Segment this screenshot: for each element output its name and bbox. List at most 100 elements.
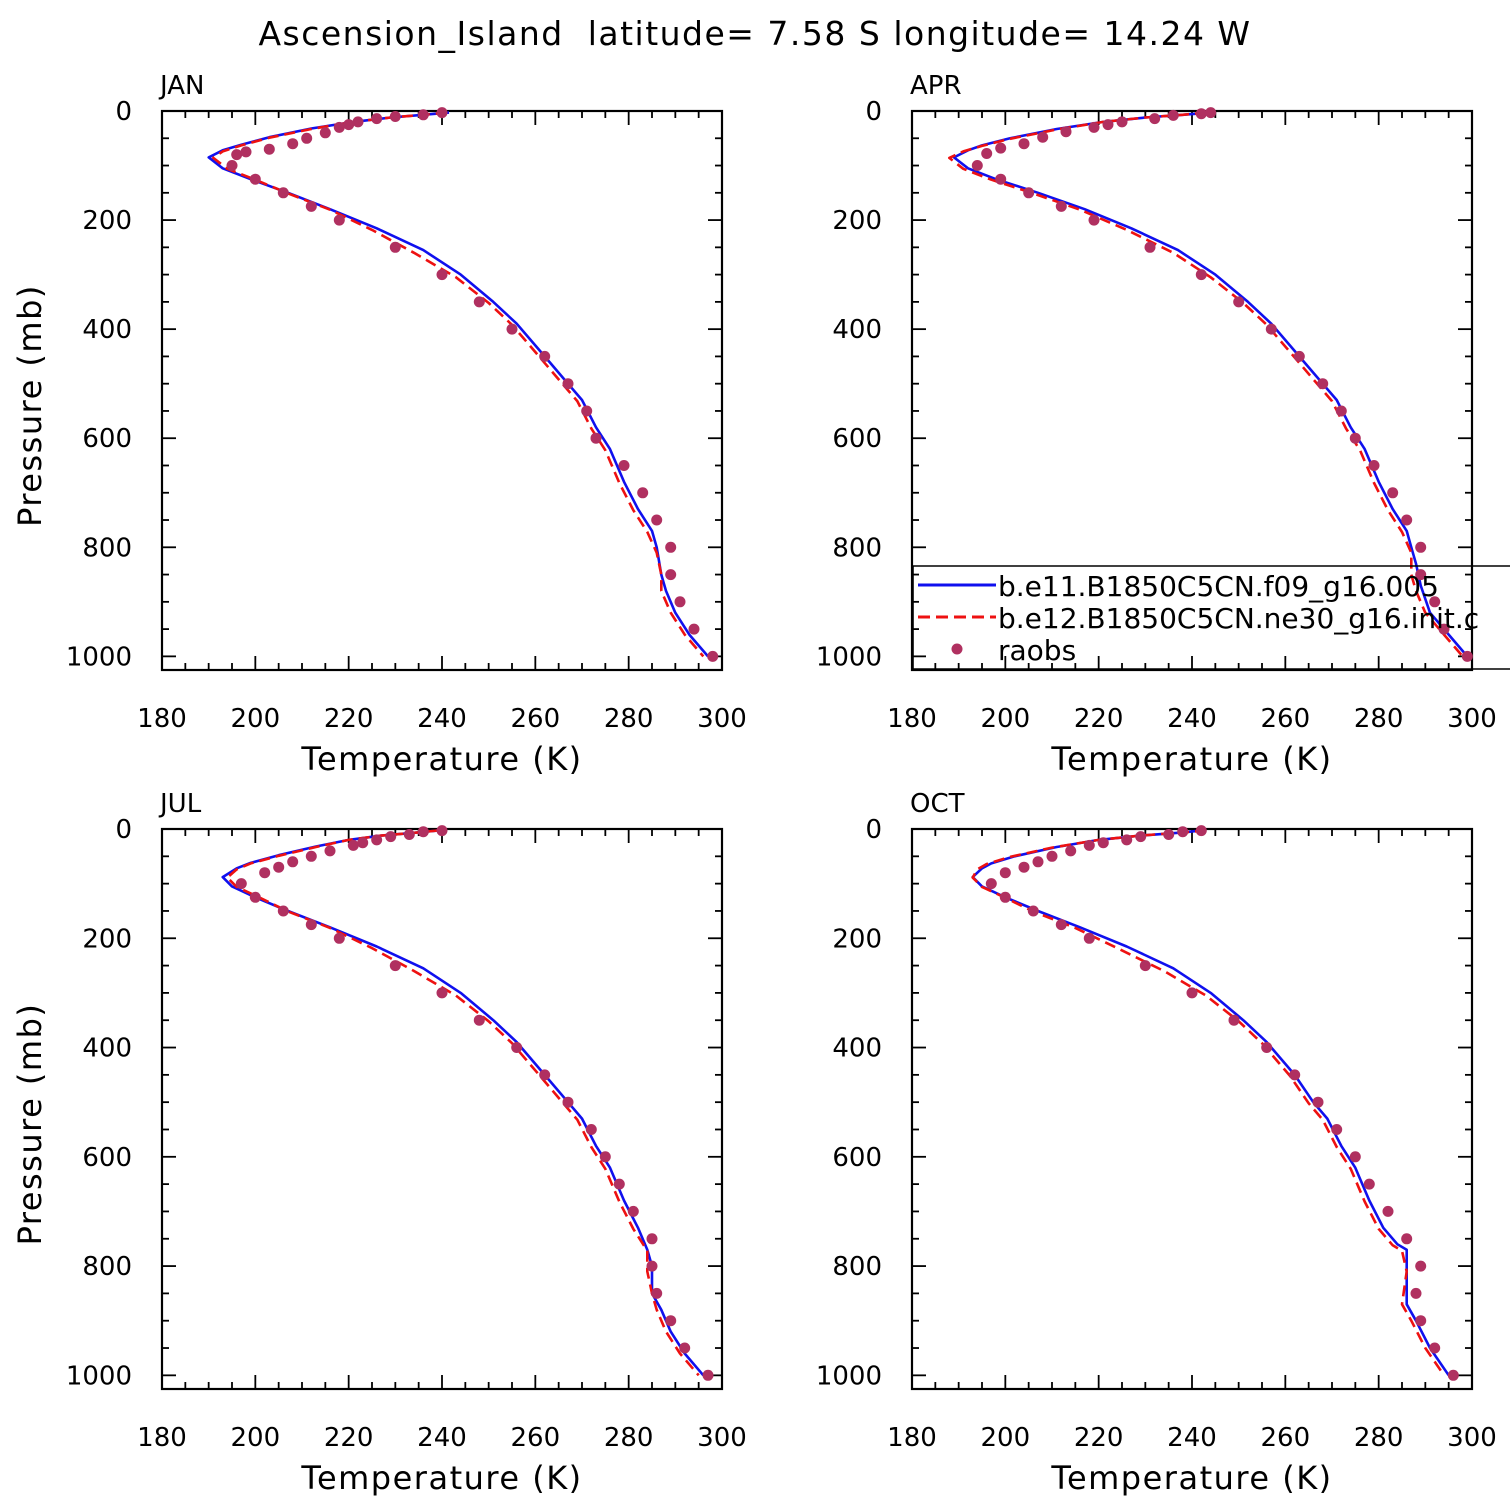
raobs-point: [1331, 1124, 1343, 1135]
y-tick-label: 600: [82, 424, 132, 454]
y-tick-label: 600: [82, 1143, 132, 1173]
plot-frame: [160, 827, 724, 1391]
raobs-point: [702, 1369, 714, 1381]
raobs-point: [1363, 1178, 1375, 1190]
y-tick-label: 600: [832, 424, 882, 454]
series-line-model1: [221, 829, 705, 1377]
raobs-point: [287, 138, 299, 150]
raobs-point: [417, 826, 429, 838]
raobs-point: [1023, 187, 1035, 199]
raobs-point: [371, 834, 383, 846]
y-tick-label: 800: [832, 533, 882, 563]
y-tick-label: 0: [865, 97, 882, 127]
raobs-point: [627, 1205, 639, 1217]
raobs-point: [1382, 1205, 1394, 1217]
raobs-point: [1032, 856, 1044, 868]
raobs-point: [1429, 596, 1441, 608]
panel-label: JAN: [158, 71, 204, 101]
x-tick-label: 300: [1447, 704, 1497, 734]
raobs-point: [1116, 116, 1128, 128]
raobs-point: [1415, 541, 1427, 553]
raobs-point: [1177, 826, 1189, 838]
legend-marker-raobs: [951, 643, 963, 655]
raobs-point: [319, 127, 331, 139]
raobs-point: [277, 187, 289, 199]
raobs-point: [436, 269, 448, 281]
raobs-point: [301, 132, 313, 144]
raobs-point: [333, 932, 345, 944]
series-line-model1: [971, 829, 1450, 1377]
y-axis-title: Pressure (mb): [11, 1003, 49, 1246]
raobs-point: [1083, 932, 1095, 944]
series-line-model1: [207, 111, 709, 658]
y-tick-label: 200: [82, 206, 132, 236]
raobs-point: [305, 200, 317, 212]
series-line-model2: [226, 829, 700, 1377]
raobs-point: [333, 214, 345, 226]
raobs-point: [273, 861, 285, 873]
raobs-point: [581, 405, 593, 417]
x-tick-label: 220: [1074, 704, 1124, 734]
y-tick-label: 200: [82, 924, 132, 954]
y-tick-label: 400: [832, 1034, 882, 1064]
y-tick-label: 400: [832, 315, 882, 345]
raobs-point: [971, 160, 983, 171]
raobs-point: [1349, 432, 1361, 444]
raobs-point: [1121, 834, 1133, 846]
x-tick-label: 180: [887, 1423, 937, 1453]
raobs-point: [389, 241, 401, 253]
raobs-point: [1060, 126, 1072, 138]
panel-jan: 180 200 220 240 260 280 300 0 200 400 600 800 1000 JA…: [11, 71, 747, 778]
y-tick-label: 800: [82, 533, 132, 563]
raobs-point: [1195, 269, 1207, 281]
legend-label-model1: b.e11.B1850C5CN.f09_g16.005: [998, 570, 1439, 603]
raobs-point: [1037, 131, 1049, 143]
raobs-point: [646, 1260, 658, 1272]
x-tick-label: 280: [604, 1423, 654, 1453]
raobs-point: [436, 825, 448, 837]
raobs-point: [1415, 1315, 1427, 1327]
raobs-point: [651, 1287, 663, 1299]
x-tick-label: 200: [981, 1423, 1031, 1453]
raobs-point: [1055, 200, 1067, 212]
raobs-point: [562, 1096, 574, 1108]
x-tick-label: 220: [1074, 1423, 1124, 1453]
plot-frame: [910, 827, 1474, 1391]
raobs-point: [1368, 460, 1380, 471]
raobs-point: [473, 1014, 485, 1026]
raobs-point: [1055, 919, 1067, 931]
raobs-point: [1261, 1042, 1273, 1053]
raobs-point: [371, 113, 383, 125]
y-tick-label: 800: [832, 1252, 882, 1282]
raobs-point: [1139, 960, 1151, 972]
raobs-point: [305, 919, 317, 931]
raobs-point: [1205, 107, 1217, 119]
legend-label-model2: b.e12.B1850C5CN.ne30_g16.init.c: [998, 602, 1479, 635]
raobs-point: [231, 149, 243, 161]
raobs-point: [1144, 241, 1156, 253]
raobs-point: [249, 173, 261, 185]
raobs-point: [277, 905, 289, 917]
x-tick-label: 240: [1167, 704, 1217, 734]
raobs-point: [357, 837, 369, 849]
raobs-point: [1415, 1260, 1427, 1272]
raobs-point: [263, 143, 275, 155]
panel-label: APR: [910, 71, 962, 101]
raobs-point: [1265, 323, 1277, 335]
panel-jul: 180 200 220 240 260 280 300 0 200 400 600 800 1000 JU…: [11, 789, 747, 1497]
x-tick-label: 240: [417, 704, 467, 734]
raobs-point: [436, 987, 448, 999]
raobs-point: [249, 891, 261, 903]
x-tick-label: 180: [137, 704, 187, 734]
raobs-point: [1293, 350, 1305, 362]
raobs-point: [618, 460, 630, 471]
y-tick-label: 400: [82, 315, 132, 345]
x-tick-label: 300: [697, 704, 747, 734]
raobs-point: [1317, 378, 1329, 390]
x-tick-label: 200: [981, 704, 1031, 734]
raobs-point: [679, 1342, 691, 1354]
series-line-model2: [212, 111, 705, 658]
figure-title: Ascension_Island latitude= 7.58 S longit…: [258, 14, 1251, 53]
raobs-point: [1167, 109, 1179, 121]
